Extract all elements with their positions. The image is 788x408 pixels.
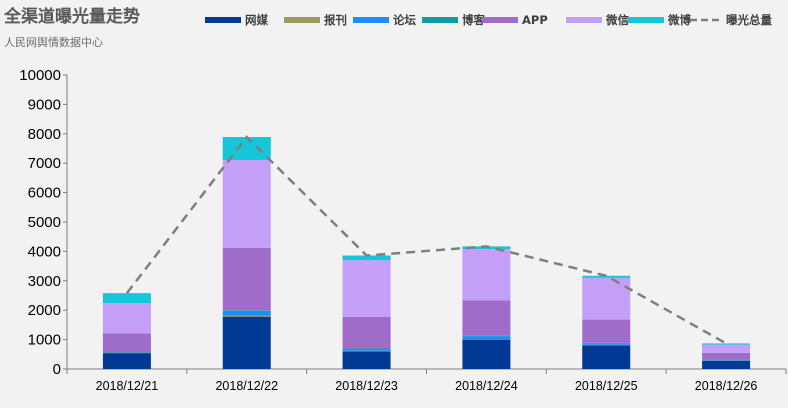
legend-label: 网媒	[245, 13, 268, 27]
bar-segment	[342, 260, 391, 317]
legend-swatch	[284, 17, 320, 23]
y-tick-label: 2000	[28, 302, 61, 319]
bar-segment	[222, 310, 271, 316]
bar-segment	[222, 159, 271, 248]
bar-segment	[222, 316, 271, 369]
bar-segment	[702, 344, 751, 353]
x-tick-label: 2018/12/21	[96, 379, 159, 393]
bar-segment	[462, 339, 511, 369]
total-exposure-line	[125, 135, 727, 345]
legend-label: 曝光总量	[726, 13, 772, 27]
bar-segment	[342, 255, 391, 261]
legend-label: APP	[522, 13, 548, 27]
legend-swatch	[205, 17, 241, 23]
legend-swatch	[566, 17, 602, 23]
y-tick-label: 7000	[28, 155, 61, 172]
bar-segment	[222, 137, 271, 160]
legend-label: 报刊	[324, 13, 347, 27]
bar-segment	[702, 352, 751, 360]
bar-segment	[462, 336, 511, 340]
y-tick-label: 6000	[28, 185, 61, 202]
legend-swatch	[353, 17, 389, 23]
y-tick-label: 9000	[28, 96, 61, 113]
bar-segment	[222, 310, 271, 311]
bar-segment	[582, 319, 631, 343]
bar-segment	[102, 352, 151, 354]
y-tick-label: 0	[53, 361, 61, 378]
bar-segment	[702, 359, 751, 361]
legend-label: 微信	[605, 13, 629, 27]
bar-segment	[102, 293, 151, 304]
bar-segment	[342, 350, 391, 352]
bar-segment	[582, 343, 631, 345]
legend-swatch	[422, 17, 458, 23]
y-axis: 0 1000 2000 3000 4000 5000 6000 7000 8000 9000 100…	[19, 67, 68, 378]
bar-segment	[462, 246, 511, 250]
bar-segment	[342, 348, 391, 350]
chart-subtitle: 人民网舆情数据中心	[4, 35, 103, 49]
y-tick-label: 4000	[28, 243, 61, 260]
legend-swatch	[628, 17, 664, 23]
x-tick-label: 2018/12/22	[215, 379, 278, 393]
x-axis: 2018/12/21 2018/12/22 2018/12/23 2018/12/24…	[66, 368, 787, 393]
legend-label: 博客	[462, 13, 485, 27]
x-tick-label: 2018/12/26	[695, 379, 758, 393]
y-tick-label: 5000	[28, 214, 61, 231]
bar-segment	[462, 335, 511, 337]
bar-segment	[102, 351, 151, 353]
bar-segment	[582, 344, 631, 346]
bar-segment	[342, 349, 391, 351]
legend-swatch	[482, 17, 518, 23]
bar-segment	[222, 247, 271, 311]
bar-segment	[462, 339, 511, 340]
bar-segment	[702, 360, 751, 369]
legend: 网媒 报刊 论坛 博客 APP 微信 微博 曝光总量	[205, 13, 772, 27]
total-line-layer	[125, 135, 727, 345]
bar-segment	[102, 353, 151, 369]
bar-segment	[342, 351, 391, 369]
bar-segment	[462, 300, 511, 336]
x-tick-label: 2018/12/24	[455, 379, 518, 393]
bar-segment	[102, 303, 151, 334]
chart-title: 全渠道曝光量走势	[3, 6, 140, 27]
bar-segment	[342, 316, 391, 349]
legend-label: 微博	[667, 13, 691, 27]
y-tick-label: 10000	[19, 67, 61, 84]
x-tick-label: 2018/12/23	[335, 379, 398, 393]
bar-segment	[462, 249, 511, 301]
bar-segment	[702, 343, 751, 345]
bar-segment	[582, 275, 631, 278]
y-tick-label: 8000	[28, 126, 61, 143]
y-tick-label: 1000	[28, 332, 61, 349]
bar-segment	[582, 277, 631, 320]
bar-segment	[102, 333, 151, 352]
bar-segment	[222, 315, 271, 317]
bar-layer	[102, 137, 751, 369]
x-tick-label: 2018/12/25	[575, 379, 638, 393]
y-tick-label: 3000	[28, 273, 61, 290]
bar-segment	[582, 345, 631, 369]
legend-label: 论坛	[393, 13, 416, 27]
